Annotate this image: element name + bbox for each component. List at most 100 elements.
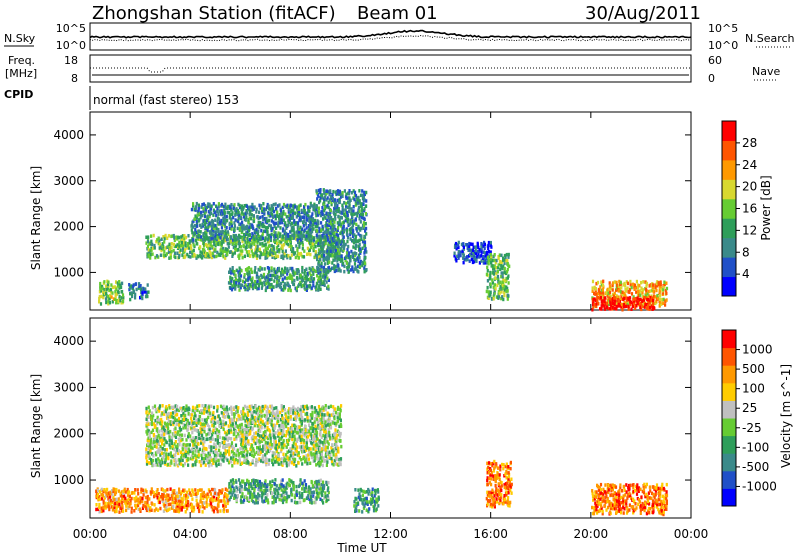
data-cell	[233, 251, 236, 255]
data-cell	[248, 205, 251, 210]
data-cell	[202, 207, 205, 211]
data-cell	[333, 234, 337, 239]
data-cell	[101, 493, 104, 497]
data-cell	[358, 238, 361, 243]
data-cell	[491, 281, 495, 285]
data-cell	[288, 218, 291, 223]
data-cell	[331, 236, 334, 241]
data-cell	[337, 236, 340, 241]
cpid-text: normal (fast stereo) 153	[93, 93, 239, 107]
data-cell	[258, 439, 261, 443]
data-cell	[129, 498, 132, 503]
data-cell	[215, 456, 218, 461]
data-cell	[494, 287, 497, 291]
data-cell	[220, 490, 223, 495]
data-cell	[208, 427, 211, 432]
data-cell	[638, 298, 641, 302]
data-cell	[357, 244, 360, 249]
data-cell	[507, 281, 510, 285]
data-cell	[659, 282, 662, 287]
data-cell	[337, 226, 340, 230]
data-cell	[212, 410, 215, 415]
data-cell	[189, 449, 192, 454]
data-cell	[466, 246, 469, 250]
data-cell	[172, 242, 176, 247]
data-cell	[327, 284, 330, 289]
data-cell	[248, 244, 251, 249]
data-cell	[495, 271, 498, 276]
data-cell	[291, 233, 294, 237]
data-cell	[144, 504, 147, 509]
data-cell	[181, 497, 184, 501]
data-cell	[277, 231, 280, 235]
data-cell	[492, 285, 495, 289]
data-cell	[149, 445, 153, 450]
data-cell	[109, 490, 112, 495]
data-cell	[184, 248, 187, 252]
data-cell	[335, 189, 338, 194]
data-cell	[333, 200, 337, 205]
nsearch-tick-bottom: 10^0	[708, 39, 738, 52]
data-cell	[357, 205, 360, 210]
data-cell	[200, 251, 203, 255]
data-cell	[190, 503, 194, 507]
data-cell	[246, 410, 249, 415]
data-cell	[247, 266, 250, 270]
data-cell	[173, 509, 176, 513]
data-cell	[155, 490, 158, 494]
data-cell	[285, 226, 288, 230]
data-cell	[168, 404, 171, 408]
data-cell	[161, 457, 164, 462]
data-cell	[219, 419, 222, 423]
data-cell	[269, 433, 272, 437]
data-cell	[611, 281, 615, 285]
data-cell	[200, 493, 203, 497]
data-cell	[178, 416, 181, 421]
data-cell	[198, 447, 201, 452]
data-cell	[210, 419, 213, 424]
data-cell	[251, 443, 254, 448]
data-cell	[210, 232, 213, 236]
data-cell	[179, 248, 182, 252]
data-cell	[229, 425, 232, 430]
data-cell	[299, 436, 302, 440]
data-cell	[461, 249, 464, 253]
data-cell	[316, 274, 319, 278]
data-cell	[173, 417, 177, 421]
data-cell	[634, 285, 637, 290]
data-cell	[153, 404, 157, 408]
data-cell	[224, 449, 227, 453]
data-cell	[178, 502, 181, 507]
data-cell	[167, 427, 170, 431]
data-cell	[291, 437, 294, 442]
data-cell	[222, 440, 225, 445]
data-cell	[257, 223, 260, 228]
data-cell	[194, 406, 197, 410]
data-cell	[148, 497, 151, 501]
data-cell	[158, 409, 161, 413]
data-cell	[133, 497, 136, 501]
data-cell	[115, 287, 118, 292]
data-cell	[312, 207, 315, 211]
data-cell	[188, 443, 191, 447]
data-cell	[217, 494, 220, 498]
data-cell	[645, 306, 649, 311]
data-cell	[277, 413, 280, 417]
data-cell	[274, 254, 277, 258]
data-cell	[296, 248, 299, 253]
data-cell	[281, 270, 284, 274]
data-cell	[181, 240, 184, 245]
data-cell	[338, 189, 341, 194]
data-cell	[358, 242, 361, 247]
data-cell	[223, 222, 227, 226]
data-cell	[250, 449, 253, 453]
data-cell	[173, 236, 176, 240]
data-cell	[120, 285, 123, 289]
data-cell	[262, 272, 266, 277]
data-cell	[326, 225, 329, 229]
data-cell	[297, 230, 301, 234]
data-cell	[491, 278, 494, 282]
data-cell	[333, 198, 337, 202]
data-cell	[174, 413, 177, 417]
data-cell	[239, 429, 242, 433]
